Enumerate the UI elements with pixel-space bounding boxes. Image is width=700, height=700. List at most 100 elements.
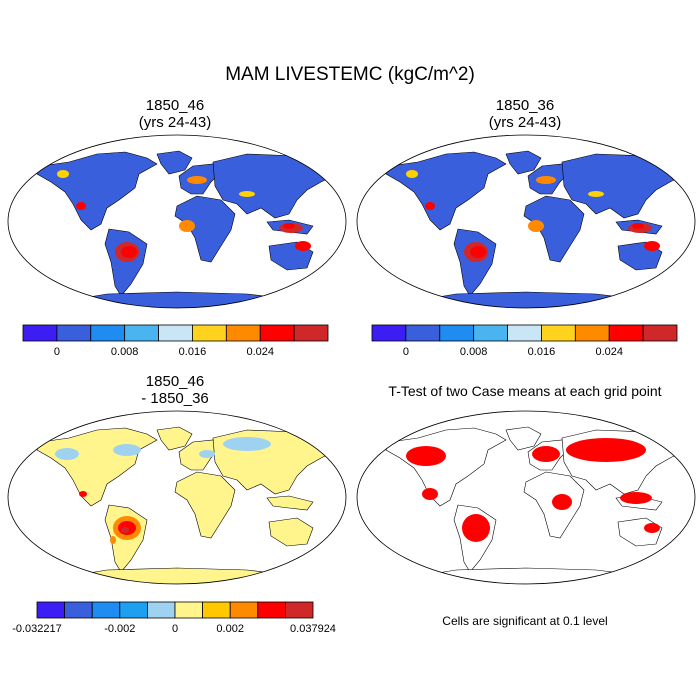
map-panel-difference xyxy=(7,410,347,585)
value-patch xyxy=(406,446,446,466)
colorbar-tick-label: 0.016 xyxy=(528,346,556,358)
colorbar-box xyxy=(439,324,475,342)
continent-australia xyxy=(268,517,314,547)
value-patch xyxy=(57,170,69,178)
value-patch xyxy=(179,220,195,232)
colorbar-tick-label: 0 xyxy=(403,346,409,358)
colorbar-tick-label: -0.032217 xyxy=(12,623,62,635)
continent-greenland xyxy=(505,426,542,451)
value-patch xyxy=(110,536,116,544)
map-border xyxy=(356,410,696,585)
value-patch xyxy=(620,492,652,504)
continent-antarctica xyxy=(58,567,298,584)
colorbar-box xyxy=(284,601,314,619)
value-patch xyxy=(76,202,86,210)
colorbar-box xyxy=(174,601,204,619)
value-patch xyxy=(644,241,660,251)
colorbar-tick-label: 0.008 xyxy=(460,346,488,358)
colorbar-tick-label: 0 xyxy=(172,623,178,635)
value-patch xyxy=(79,491,87,497)
colorbar-box xyxy=(608,324,644,342)
value-patch xyxy=(528,220,544,232)
colorbar-box xyxy=(146,601,176,619)
colorbar-box xyxy=(473,324,508,342)
continent-greenland xyxy=(156,426,193,451)
colorbar-box xyxy=(225,324,261,342)
colorbar-box xyxy=(229,601,259,619)
colorbar-box xyxy=(257,601,286,619)
value-patch xyxy=(470,246,486,258)
colorbar-tick-label: 0.002 xyxy=(216,623,244,635)
value-patch xyxy=(425,202,435,210)
panel-4-title: T-Test of two Case means at each grid po… xyxy=(388,383,662,399)
value-patch xyxy=(462,514,490,542)
colorbar-box xyxy=(259,324,295,342)
continent-antarctica xyxy=(407,291,647,308)
colorbar-box xyxy=(192,324,227,342)
value-patch xyxy=(536,176,556,184)
continent-asia xyxy=(212,153,338,219)
value-patch xyxy=(588,191,604,197)
continent-greenland xyxy=(156,150,193,175)
continent-north-america xyxy=(36,151,158,231)
colorbar-tick-label: 0.037924 xyxy=(290,623,336,635)
panel-3-title-line2: - 1850_36 xyxy=(141,390,209,407)
colorbar-box xyxy=(405,324,441,342)
value-patch xyxy=(223,437,271,451)
map-panel-1850-46 xyxy=(7,134,347,309)
value-patch xyxy=(422,488,438,500)
value-patch xyxy=(239,191,255,197)
colorbar-box xyxy=(90,324,126,342)
land-layer xyxy=(36,150,338,308)
colorbar-tick-label: -0.002 xyxy=(104,623,135,635)
continent-north-america xyxy=(385,427,507,507)
continent-south-america xyxy=(453,228,497,297)
value-patch xyxy=(295,241,311,251)
value-patch xyxy=(644,523,660,533)
colorbar-box xyxy=(507,324,542,342)
panel-1-title-line1: 1850_46 xyxy=(145,97,205,114)
value-patch xyxy=(199,450,215,458)
value-patch xyxy=(121,246,137,258)
map-panel-1850-36 xyxy=(356,134,696,309)
continent-asia xyxy=(561,153,687,219)
colorbar-box xyxy=(22,324,58,342)
value-patch xyxy=(187,176,207,184)
colorbar-box xyxy=(124,324,159,342)
panel-2-title: 1850_36 (yrs 24-43) xyxy=(385,97,665,131)
colorbar-box xyxy=(91,601,121,619)
continent-antarctica xyxy=(407,567,647,584)
colorbar-box xyxy=(541,324,576,342)
colorbar-box xyxy=(642,324,678,342)
map-border xyxy=(7,410,347,585)
map-panel-ttest xyxy=(356,410,696,585)
colorbar-tick-label: 0 xyxy=(54,346,60,358)
colorbar-box xyxy=(202,601,231,619)
value-patch xyxy=(566,438,646,462)
value-patch xyxy=(113,444,141,456)
colorbar-difference: -0.032217 -0.002 0 0.002 0.037924 xyxy=(12,601,336,635)
panel-2-title-line2: (yrs 24-43) xyxy=(488,114,562,131)
panel-1-title-line2: (yrs 24-43) xyxy=(138,114,212,131)
colorbar-box xyxy=(293,324,329,342)
continent-north-america xyxy=(36,427,158,507)
value-patch xyxy=(55,448,79,460)
value-patch xyxy=(632,223,644,229)
panel-2-title-line1: 1850_36 xyxy=(495,97,555,114)
figure-title: MAM LIVESTEMC (kgC/m^2) xyxy=(225,64,475,85)
colorbar-box xyxy=(119,601,148,619)
panel-3-title-line1: 1850_46 xyxy=(145,373,205,390)
colorbar-tick-label: 0.024 xyxy=(595,346,623,358)
panel-3-title: 1850_46 - 1850_36 xyxy=(35,373,315,407)
map-border xyxy=(7,134,347,309)
colorbar-tick-label: 0.024 xyxy=(246,346,274,358)
value-patch xyxy=(121,527,129,533)
colorbar-box xyxy=(371,324,407,342)
colorbar-panel-1: 0 0.008 0.016 0.024 xyxy=(22,324,329,358)
value-patch xyxy=(406,170,418,178)
value-patch xyxy=(552,494,572,510)
panel-1-title: 1850_46 (yrs 24-43) xyxy=(35,97,315,131)
continent-north-america xyxy=(385,151,507,231)
continent-south-america xyxy=(104,228,148,297)
significance-note: Cells are significant at 0.1 level xyxy=(442,614,608,628)
